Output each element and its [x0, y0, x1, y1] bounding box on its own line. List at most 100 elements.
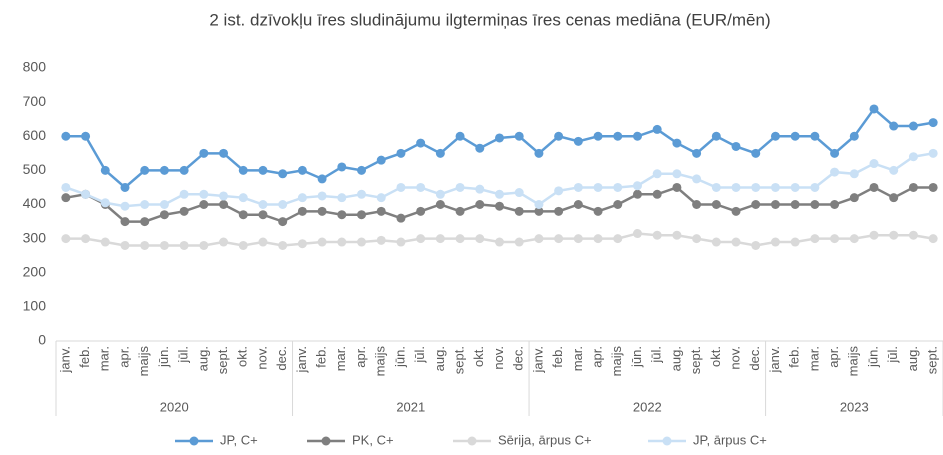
- data-point: [357, 210, 367, 220]
- data-point: [770, 237, 780, 247]
- data-point: [120, 240, 130, 250]
- data-point: [632, 189, 642, 199]
- x-tick-label: maijs: [373, 346, 388, 377]
- x-tick-label: feb.: [77, 346, 92, 368]
- data-point: [238, 210, 248, 220]
- legend-marker: [321, 436, 331, 446]
- legend-label: JP, ārpus C+: [693, 432, 767, 447]
- data-point: [731, 141, 741, 151]
- data-point: [849, 131, 859, 141]
- data-point: [357, 165, 367, 175]
- data-point: [179, 206, 189, 216]
- group-label: 2023: [840, 399, 869, 414]
- x-tick-label: apr.: [589, 346, 604, 368]
- data-point: [751, 200, 761, 209]
- x-tick-label: dec.: [747, 346, 762, 371]
- data-point: [770, 182, 780, 192]
- data-point: [61, 131, 71, 141]
- x-tick-label: dec.: [511, 346, 526, 371]
- x-tick-label: mar.: [806, 346, 821, 371]
- data-point: [790, 131, 800, 141]
- data-point: [376, 235, 386, 245]
- x-tick-label: janv.: [530, 346, 545, 374]
- x-tick-label: jūl.: [649, 346, 664, 364]
- data-point: [652, 169, 662, 179]
- data-point: [140, 165, 150, 175]
- y-tick-label: 100: [23, 298, 47, 314]
- x-tick-label: sept.: [215, 346, 230, 374]
- data-point: [159, 240, 169, 250]
- data-point: [495, 189, 504, 199]
- data-point: [692, 200, 702, 209]
- data-point: [731, 182, 741, 192]
- x-tick-label: aug.: [905, 346, 920, 371]
- data-point: [396, 182, 406, 192]
- data-point: [199, 200, 209, 209]
- data-point: [692, 234, 702, 244]
- legend-marker: [467, 436, 477, 446]
- x-tick-label: maijs: [136, 346, 151, 377]
- x-tick-label: okt.: [235, 346, 250, 367]
- x-tick-label: apr.: [116, 346, 131, 368]
- data-point: [258, 165, 268, 175]
- data-point: [100, 198, 110, 208]
- data-point: [672, 138, 682, 148]
- data-point: [889, 193, 899, 203]
- data-point: [613, 200, 623, 209]
- data-point: [337, 162, 347, 172]
- x-tick-label: nov.: [254, 346, 269, 370]
- data-point: [278, 200, 288, 209]
- data-point: [357, 189, 367, 199]
- data-point: [258, 200, 268, 209]
- data-point: [731, 206, 741, 216]
- data-point: [849, 193, 859, 203]
- x-tick-label: jūl.: [176, 346, 191, 364]
- data-point: [554, 186, 564, 196]
- data-point: [140, 240, 150, 250]
- data-point: [140, 217, 150, 227]
- data-point: [849, 234, 859, 244]
- data-point: [435, 148, 445, 158]
- x-tick-label: jūn.: [392, 346, 407, 368]
- data-point: [376, 206, 386, 216]
- x-tick-label: nov.: [491, 346, 506, 370]
- data-point: [159, 200, 169, 209]
- group-label: 2021: [396, 399, 425, 414]
- data-point: [416, 138, 426, 148]
- data-point: [830, 234, 840, 244]
- data-point: [238, 193, 248, 203]
- data-point: [613, 182, 623, 192]
- data-point: [652, 124, 662, 134]
- x-tick-label: sept.: [925, 346, 940, 374]
- data-point: [711, 131, 721, 141]
- data-point: [179, 189, 189, 199]
- data-point: [416, 182, 426, 192]
- x-tick-label: mar.: [570, 346, 585, 371]
- x-tick-label: jūn.: [865, 346, 880, 368]
- data-point: [199, 240, 209, 250]
- data-point: [810, 131, 820, 141]
- data-point: [81, 131, 91, 141]
- data-point: [120, 201, 130, 211]
- data-point: [475, 143, 485, 153]
- x-tick-label: jūn.: [156, 346, 171, 368]
- data-point: [810, 200, 820, 209]
- data-point: [593, 182, 603, 192]
- data-point: [573, 200, 583, 209]
- y-tick-label: 500: [23, 161, 47, 177]
- legend-label: PK, C+: [352, 432, 394, 447]
- data-point: [337, 237, 347, 247]
- data-point: [573, 136, 583, 146]
- y-tick-label: 700: [23, 93, 47, 109]
- data-point: [613, 234, 623, 244]
- data-point: [534, 206, 544, 216]
- y-tick-label: 400: [23, 195, 47, 211]
- data-point: [770, 131, 780, 141]
- legend-label: JP, C+: [220, 432, 258, 447]
- data-point: [573, 182, 583, 192]
- data-point: [278, 217, 288, 227]
- data-point: [613, 131, 623, 141]
- data-point: [297, 206, 307, 216]
- data-point: [278, 240, 288, 250]
